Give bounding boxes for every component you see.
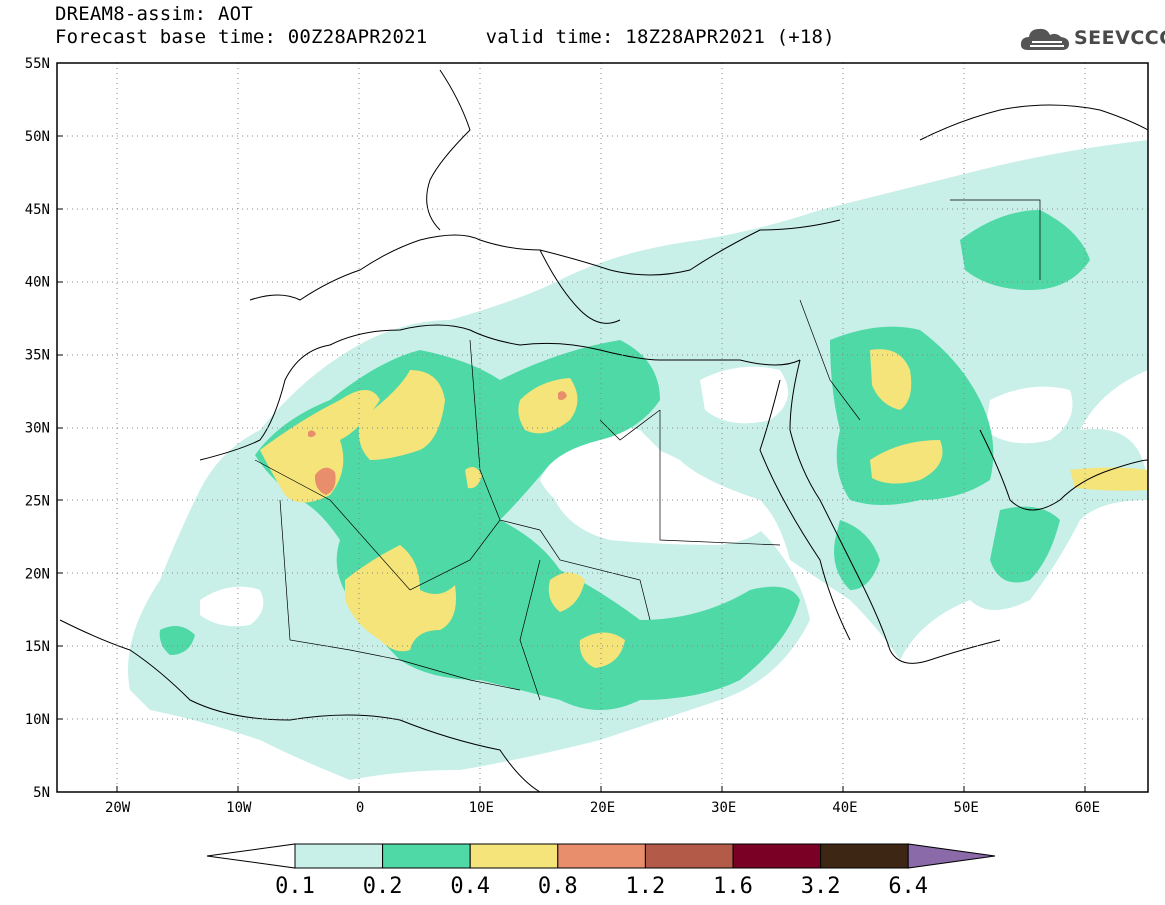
logo-text: SEEVCCC — [1074, 27, 1165, 49]
aot-below-0.1 — [200, 366, 1073, 627]
lon-label-40E: 40E — [832, 800, 857, 816]
title-line-2: Forecast base time: 00Z28APR2021 valid t… — [55, 26, 835, 48]
lat-label-40N: 40N — [25, 275, 50, 291]
colorbar-overflow-arrow — [907, 843, 996, 869]
lat-label-45N: 45N — [25, 202, 50, 218]
colorbar-label-1.6: 1.6 — [713, 874, 753, 899]
lat-label-35N: 35N — [25, 348, 50, 364]
aot-band-0.8 — [308, 391, 567, 495]
colorbar-label-0.4: 0.4 — [450, 874, 490, 899]
lon-label-0: 0 — [356, 800, 364, 816]
colorbar-bin-6 — [732, 843, 822, 869]
country-borders — [254, 199, 1041, 701]
aot-fields — [128, 140, 1148, 780]
colorbar-bin-4 — [557, 843, 646, 869]
lat-label-25N: 25N — [25, 493, 50, 509]
colorbar-bin-7 — [820, 843, 909, 869]
colorbar-bin-2 — [382, 843, 471, 869]
lat-label-50N: 50N — [25, 129, 50, 145]
lon-label-30E: 30E — [711, 800, 736, 816]
lon-label-20E: 20E — [590, 800, 615, 816]
colorbar-label-3.2: 3.2 — [801, 874, 841, 899]
colorbar-label-1.2: 1.2 — [626, 874, 666, 899]
lat-label-10N: 10N — [25, 712, 50, 728]
colorbar-label-0.8: 0.8 — [538, 874, 578, 899]
cloud-icon — [1020, 28, 1069, 50]
lat-label-15N: 15N — [25, 639, 50, 655]
lat-label-55N: 55N — [25, 56, 50, 72]
lon-label-20W: 20W — [105, 800, 131, 816]
axis-ticks — [57, 135, 1086, 792]
colorbar-bin-5 — [644, 843, 734, 869]
seevccc-logo: SEEVCCC — [1018, 22, 1165, 58]
lon-label-10E: 10E — [469, 800, 494, 816]
longitude-labels: 20W 10W 0 10E 20E 30E 40E 50E 60E — [105, 800, 1100, 816]
colorbar-underflow-arrow — [206, 843, 296, 869]
lat-label-5N: 5N — [33, 785, 50, 801]
latitude-labels: 55N 50N 45N 40N 35N 30N 25N 20N 15N 10N 5N — [25, 56, 50, 801]
coastlines — [59, 69, 1148, 792]
lon-label-60E: 60E — [1075, 800, 1100, 816]
graticule — [57, 63, 1148, 792]
colorbar-bin-3 — [469, 843, 559, 869]
title-line-1: DREAM8-assim: AOT — [55, 3, 253, 25]
colorbar-label-6.4: 6.4 — [888, 874, 928, 899]
colorbar-label-0.1: 0.1 — [275, 874, 315, 899]
colorbar-label-0.2: 0.2 — [363, 874, 403, 899]
lat-label-30N: 30N — [25, 421, 50, 437]
lat-label-20N: 20N — [25, 566, 50, 582]
aot-band-0.4 — [260, 349, 1148, 668]
colorbar-bin-1 — [294, 843, 384, 869]
lon-label-10W: 10W — [226, 800, 252, 816]
lon-label-50E: 50E — [954, 800, 979, 816]
